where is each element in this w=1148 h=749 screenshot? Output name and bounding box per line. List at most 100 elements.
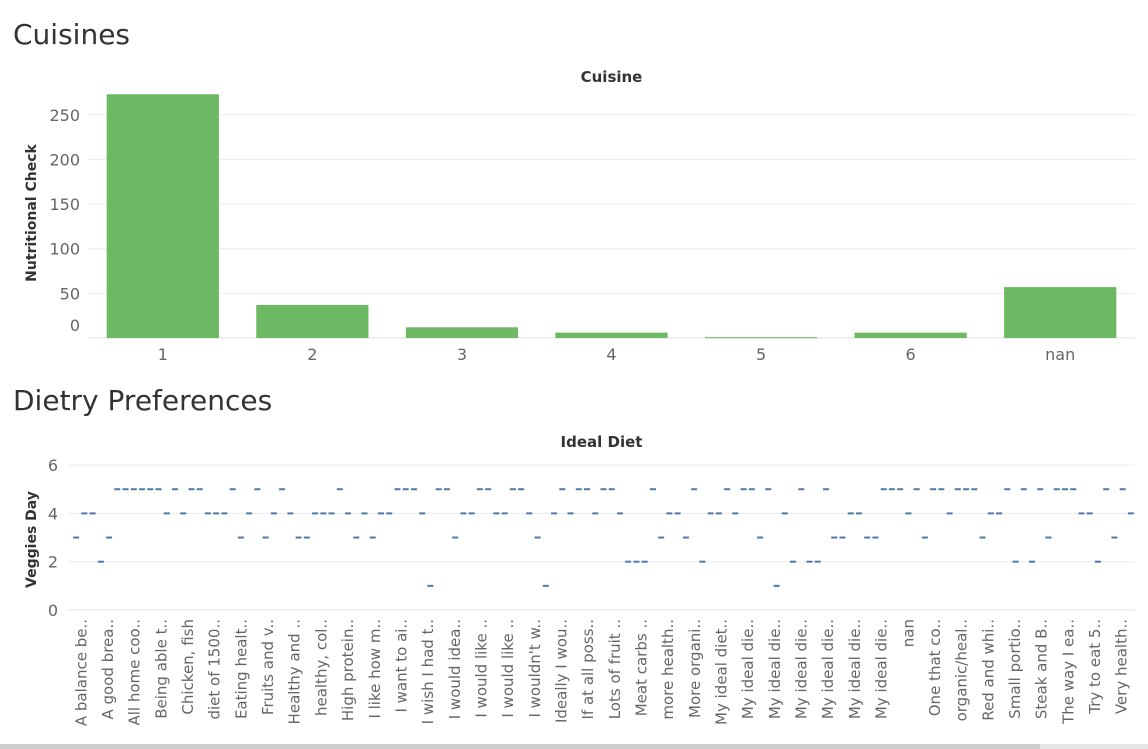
dash-chart-point [122,488,129,491]
dash-chart-x-tick-label: My ideal die.. [739,619,757,719]
dash-chart-point [674,512,681,515]
bar-chart-bar [555,332,668,338]
dash-chart-point [196,488,203,491]
dash-chart-point [114,488,121,491]
dash-chart-x-tick-label: My ideal die.. [793,619,811,719]
dash-chart-point [996,512,1003,515]
dash-chart-point [847,512,854,515]
dash-chart-point [155,488,162,491]
dash-chart-point [312,512,319,515]
dash-chart-point [435,488,442,491]
dash-chart-point [921,536,928,539]
dash-chart-point [855,512,862,515]
dash-chart-x-tick-label: All home coo.. [126,619,144,726]
dash-chart-x-tick-label: My ideal die.. [873,619,891,719]
bar-chart-x-tick-label: 4 [606,345,616,364]
dash-chart-point [584,488,591,491]
dash-chart-point [905,512,912,515]
dash-chart-point [493,512,500,515]
horizontal-scrollbar[interactable] [0,744,1148,749]
dash-chart-point [303,536,310,539]
dash-chart-x-tick-label: healthy, col.. [312,619,330,716]
dash-chart-x-tick-label: I wish I had t.. [419,619,437,724]
dash-chart-x-tick-label: My ideal die.. [819,619,837,719]
dash-chart-point [822,488,829,491]
dash-chart-point [806,560,813,563]
dash-chart-point [221,512,228,515]
dash-chart-x-tick-label: Eating healt.. [232,619,250,719]
dash-chart-x-tick-label: I would like .. [472,619,490,718]
dash-chart-point [616,512,623,515]
dash-chart-point [1094,560,1101,563]
dash-chart-y-tick-label: 2 [48,553,58,572]
dash-chart-point [410,488,417,491]
dash-chart-x-tick-label: Fruits and v.. [259,619,277,715]
dash-chart-x-tick-label: One that co.. [926,619,944,716]
bar-chart-x-tick-label: 1 [158,345,168,364]
dash-chart-point [691,488,698,491]
dash-chart-point [81,512,88,515]
dash-chart-point [971,488,978,491]
dash-chart-x-tick-label: Being able t.. [152,619,170,719]
dash-chart-x-tick-label: If at all poss.. [579,619,597,719]
dash-chart-x-tick-label: Lots of fruit .. [606,619,624,719]
dash-chart-point [888,488,895,491]
bar-chart-y-tick-label: 250 [49,106,80,125]
dash-chart-point [724,488,731,491]
dash-chart-point [452,536,459,539]
dash-chart-point [633,560,640,563]
dash-chart-point [295,536,302,539]
dash-chart-y-tick-label: 4 [48,504,58,523]
dash-chart-point [880,488,887,491]
dash-chart-point [1061,488,1068,491]
dash-chart-point [328,512,335,515]
dash-chart-point [73,536,80,539]
dash-chart-point [864,536,871,539]
dash-chart-point [740,488,747,491]
dash-chart-point [246,512,253,515]
dash-chart-point [526,512,533,515]
dash-chart-point [987,512,994,515]
dash-chart-point [163,512,170,515]
dash-chart-point [790,560,797,563]
dash-chart-x-tick-label: A balance be.. [72,619,90,726]
dash-chart-x-tick-label: I would idea.. [446,619,464,719]
scrollbar-thumb[interactable] [0,744,1040,749]
dash-chart-x-tick-label: diet of 1500.. [206,619,224,720]
dash-chart-point [831,536,838,539]
dash-chart-point [287,512,294,515]
dash-chart-point [427,584,434,587]
dash-chart-point [600,488,607,491]
dash-chart-point [715,512,722,515]
bar-chart-bar [106,94,219,338]
dash-chart-point [1053,488,1060,491]
dash-chart-x-tick-label: Small portio.. [1006,619,1024,719]
dash-chart-x-tick-label: High protein.. [339,619,357,721]
dash-chart-point [534,536,541,539]
dash-chart-point [361,512,368,515]
dash-chart-point [188,488,195,491]
dash-chart-point [625,560,632,563]
dash-chart-point [336,488,343,491]
dash-chart-point [930,488,937,491]
dash-chart-y-tick-label: 6 [48,456,58,475]
dash-chart-x-tick-label: Very health.. [1113,619,1131,714]
dash-chart-point [1127,512,1134,515]
dash-chart-title: Ideal Diet [561,433,643,451]
dash-chart-point [369,536,376,539]
dash-chart-point [1119,488,1126,491]
dash-chart-point [320,512,327,515]
dash-chart-point [204,512,211,515]
bar-chart-y-axis-label: Nutritional Check [24,144,40,282]
dash-chart-y-axis-label: Veggies Day [24,491,40,588]
dash-chart-point [954,488,961,491]
dash-chart-point [1070,488,1077,491]
dash-chart-x-tick-label: Chicken, fish [179,619,197,715]
bar-chart-y-tick-label: 100 [49,240,80,259]
dash-chart-point [913,488,920,491]
ideal-diet-chart: Ideal Diet Veggies Day 0 2 4 6 A balance be.. A… [24,433,1135,726]
dash-chart-x-tick-label: More organi.. [686,619,704,718]
dash-chart-point [1012,560,1019,563]
dash-chart-point [509,488,516,491]
dash-chart-x-tick-label: Healthy and .. [286,619,304,724]
